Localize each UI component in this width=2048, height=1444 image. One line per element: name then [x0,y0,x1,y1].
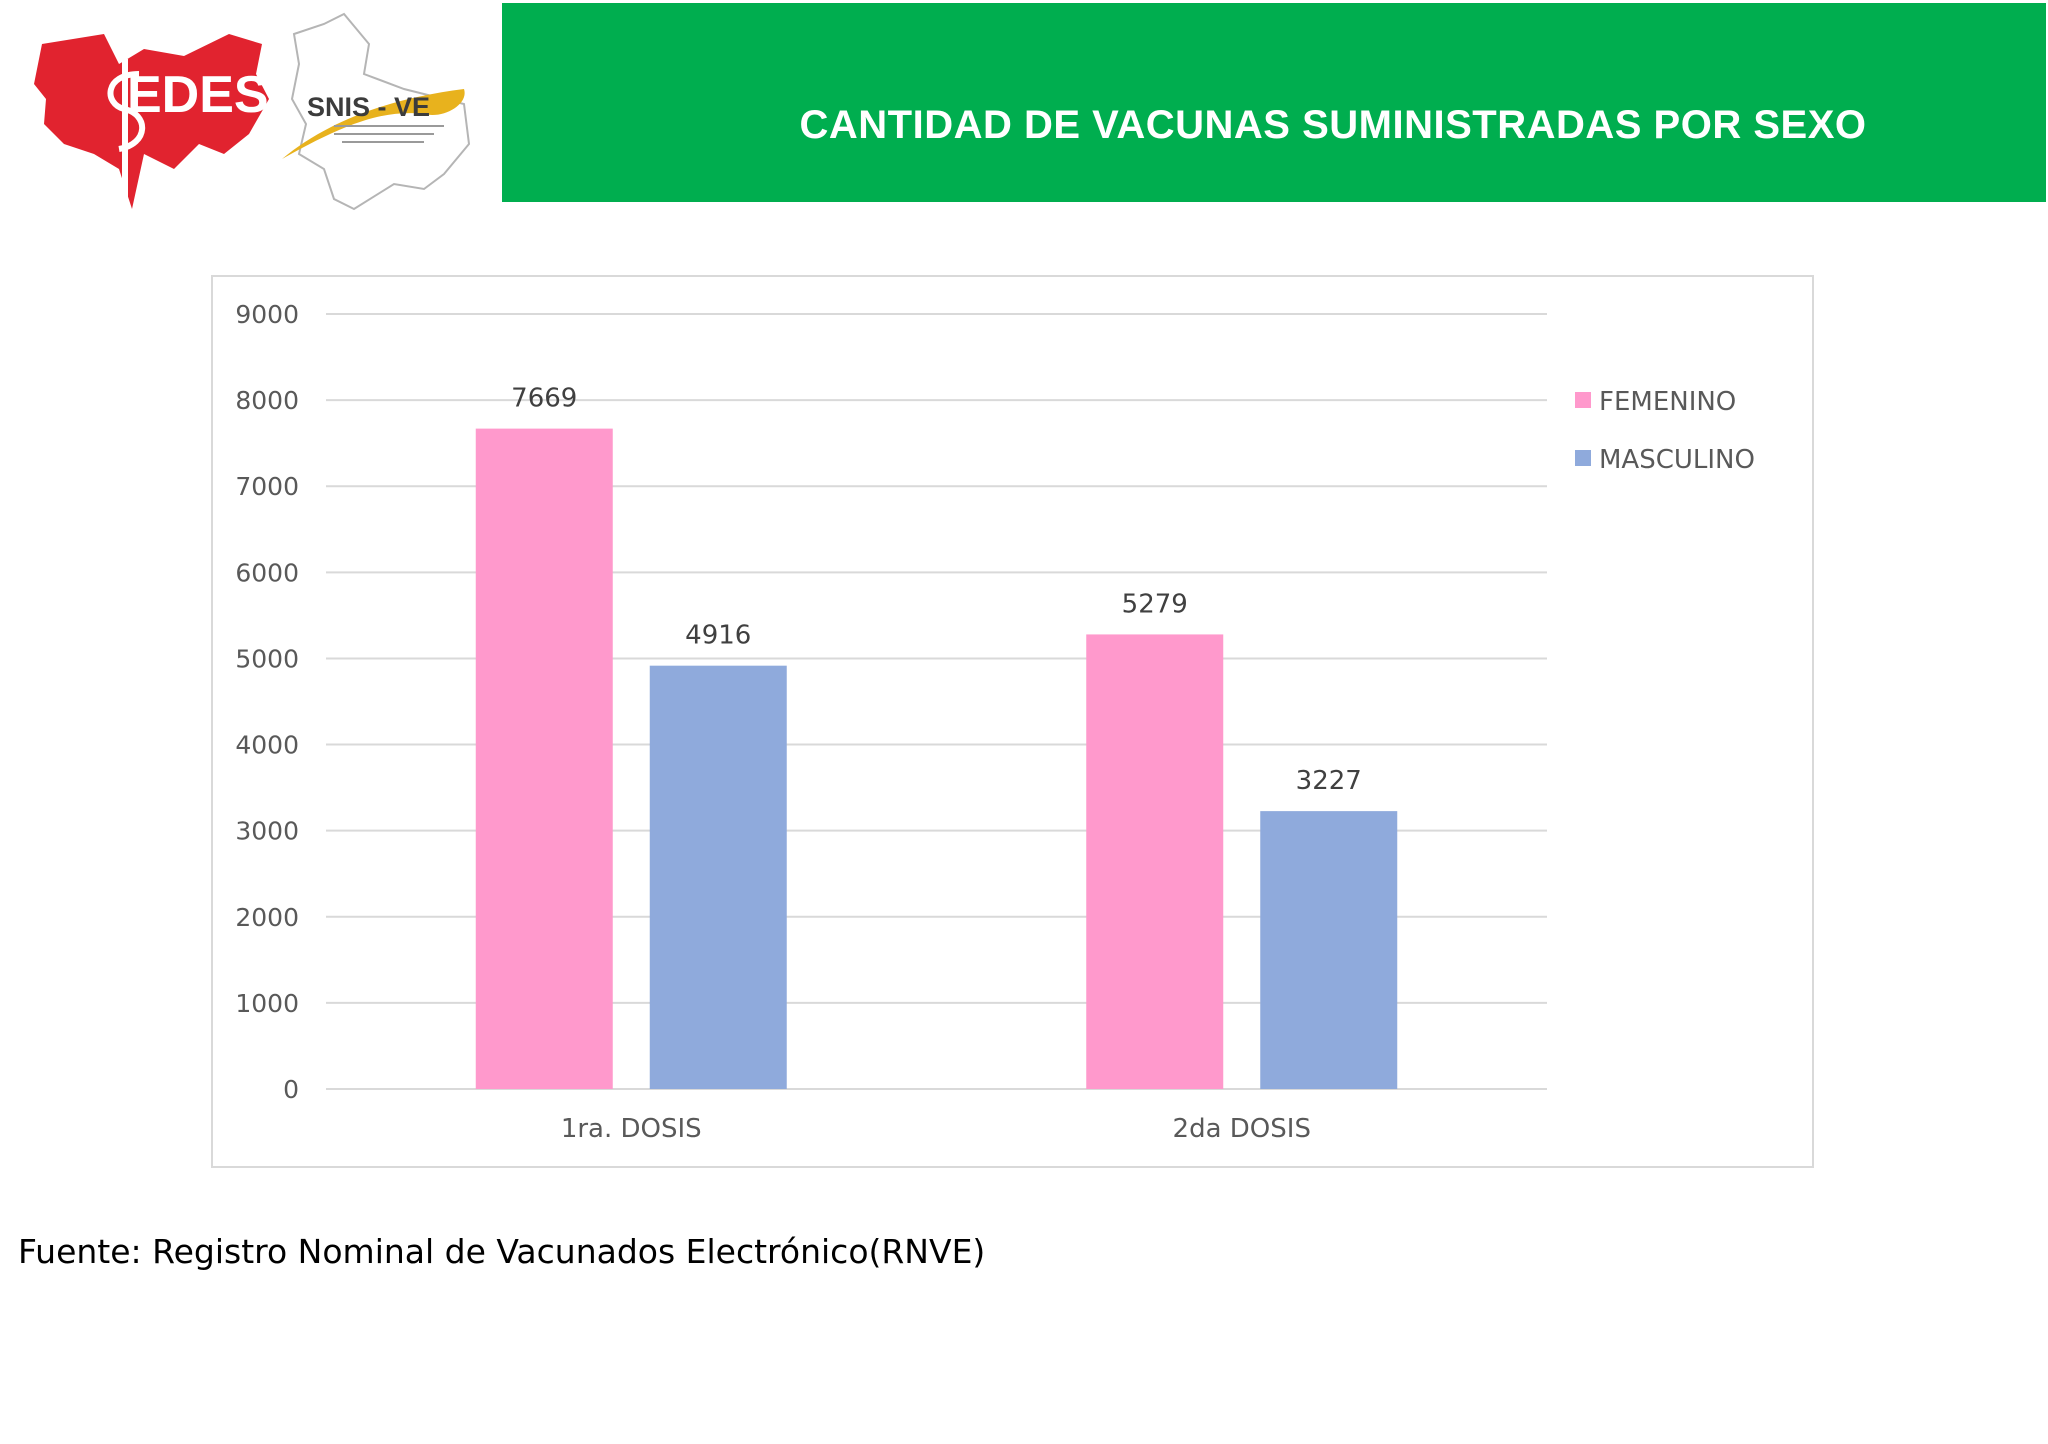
x-category-label: 2da DOSIS [1173,1114,1311,1144]
data-label: 4916 [685,621,751,651]
legend-item-femenino: FEMENINO [1575,387,1736,417]
chart-frame: 0 1000 2000 3000 4000 5000 6000 7000 8000 9000 76… [211,275,1814,1168]
y-tick-label: 1000 [235,989,299,1018]
bars [475,428,1398,1089]
sedes-logo: EDES [34,34,269,209]
source-note: Fuente: Registro Nominal de Vacunados El… [18,1232,986,1271]
x-category-label: 1ra. DOSIS [561,1114,702,1144]
y-tick-label: 0 [283,1075,299,1104]
y-tick-label: 7000 [235,472,299,501]
data-label: 7669 [511,384,577,414]
x-axis-categories: 1ra. DOSIS 2da DOSIS [561,1114,1311,1144]
legend: FEMENINO MASCULINO [1575,387,1755,475]
bar-masculino-1 [649,665,787,1089]
bar-masculino-2 [1260,811,1398,1089]
bar-femenino-1 [475,428,613,1089]
title-banner: CANTIDAD DE VACUNAS SUMINISTRADAS POR SE… [502,3,2046,202]
y-tick-label: 2000 [235,903,299,932]
svg-text:EDES: EDES [127,66,269,124]
y-tick-label: 8000 [235,386,299,415]
y-tick-label: 3000 [235,817,299,846]
y-axis-ticks: 0 1000 2000 3000 4000 5000 6000 7000 8000 9000 [235,300,299,1104]
page-title: CANTIDAD DE VACUNAS SUMINISTRADAS POR SE… [799,103,1867,147]
data-labels: 7669 4916 5279 3227 [511,384,1362,797]
y-tick-label: 4000 [235,731,299,760]
legend-label: FEMENINO [1599,387,1736,417]
legend-swatch [1575,450,1591,466]
y-tick-label: 9000 [235,300,299,329]
data-label: 5279 [1122,589,1188,619]
data-label: 3227 [1296,766,1362,796]
svg-text:SNIS - VE: SNIS - VE [307,92,430,122]
y-tick-label: 6000 [235,558,299,587]
logos: EDES SNIS - VE [34,12,471,211]
bar-chart: 0 1000 2000 3000 4000 5000 6000 7000 8000 9000 76… [235,300,1755,1144]
legend-swatch [1575,392,1591,408]
legend-item-masculino: MASCULINO [1575,445,1755,475]
legend-label: MASCULINO [1599,445,1755,475]
snis-ve-logo: SNIS - VE [282,12,471,211]
y-tick-label: 5000 [235,644,299,673]
bar-femenino-2 [1086,634,1224,1089]
